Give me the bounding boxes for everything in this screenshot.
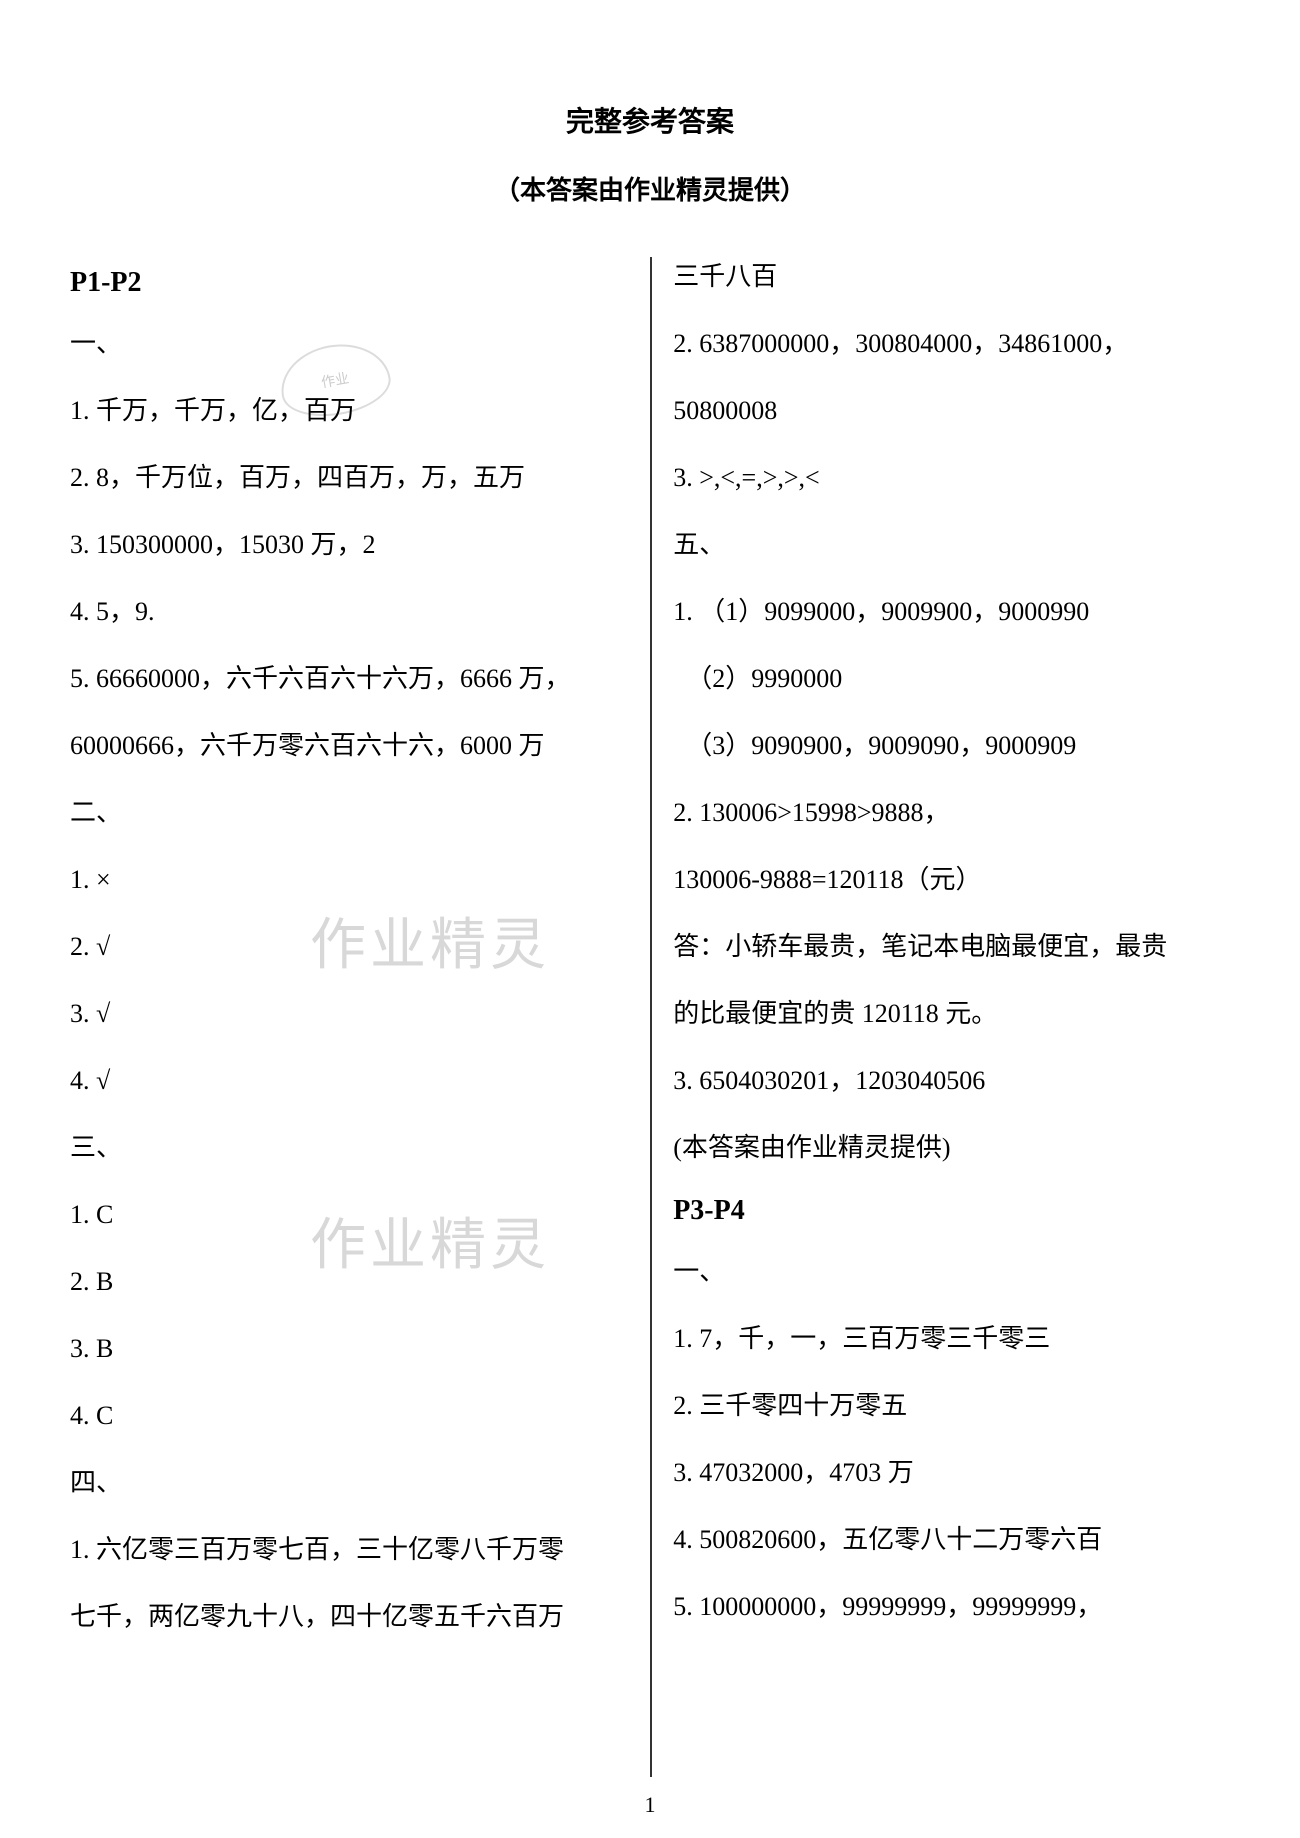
answer-line: 4. C: [70, 1396, 627, 1435]
answer-line: 1. （1）9099000，9009900，9000990: [673, 592, 1230, 631]
answer-line: 5. 100000000，99999999，99999999，: [673, 1587, 1230, 1626]
section-heading: 三、: [70, 1128, 627, 1167]
section-heading: 一、: [673, 1252, 1230, 1291]
answer-line: 2. B: [70, 1262, 627, 1301]
left-column: P1-P2 一、 1. 千万，千万，亿，百万 2. 8，千万位，百万，四百万，万…: [70, 257, 627, 1777]
answer-line: （2）9990000: [673, 659, 1230, 698]
p1p2-heading: P1-P2: [70, 267, 627, 299]
answer-line: 3. 150300000，15030 万，2: [70, 525, 627, 564]
section-heading: 四、: [70, 1463, 627, 1502]
answer-line: 3. 6504030201，1203040506: [673, 1061, 1230, 1100]
answer-line: 5. 66660000，六千六百六十六万，6666 万，: [70, 659, 627, 698]
answer-line: 4. 5，9.: [70, 592, 627, 631]
answer-line: 3. 47032000，4703 万: [673, 1453, 1230, 1492]
answer-line: 2. √: [70, 927, 627, 966]
answer-line: 1. 千万，千万，亿，百万: [70, 391, 627, 430]
column-divider: [650, 257, 652, 1777]
answer-line: 2. 130006>15998>9888，: [673, 793, 1230, 832]
answer-line: 3. √: [70, 994, 627, 1033]
title-sub: （本答案由作业精灵提供）: [70, 170, 1230, 207]
answer-line: 1. C: [70, 1195, 627, 1234]
answer-line: 2. 6387000000，300804000，34861000，: [673, 324, 1230, 363]
answer-line: 4. √: [70, 1061, 627, 1100]
answer-line: 1. 六亿零三百万零七百，三十亿零八千万零: [70, 1530, 627, 1569]
answer-line: 1. 7，千，一，三百万零三千零三: [673, 1319, 1230, 1358]
answer-line: 3. B: [70, 1329, 627, 1368]
columns-container: P1-P2 一、 1. 千万，千万，亿，百万 2. 8，千万位，百万，四百万，万…: [70, 257, 1230, 1777]
answer-line: 4. 500820600，五亿零八十二万零六百: [673, 1520, 1230, 1559]
answer-line: 答：小轿车最贵，笔记本电脑最便宜，最贵: [673, 927, 1230, 966]
answer-line: 三千八百: [673, 257, 1230, 296]
right-column: 三千八百 2. 6387000000，300804000，34861000， 5…: [673, 257, 1230, 1777]
answer-line: 七千，两亿零九十八，四十亿零五千六百万: [70, 1597, 627, 1636]
answer-line: （3）9090900，9009090，9000909: [673, 726, 1230, 765]
p3p4-heading: P3-P4: [673, 1195, 1230, 1227]
answer-line: 的比最便宜的贵 120118 元。: [673, 994, 1230, 1033]
answer-line: 1. ×: [70, 860, 627, 899]
provider-note: (本答案由作业精灵提供): [673, 1128, 1230, 1167]
title-main: 完整参考答案: [70, 100, 1230, 140]
section-heading: 五、: [673, 525, 1230, 564]
answer-line: 2. 8，千万位，百万，四百万，万，五万: [70, 458, 627, 497]
section-heading: 二、: [70, 793, 627, 832]
answer-line: 3. >,<,=,>,>,<: [673, 458, 1230, 497]
answer-line: 2. 三千零四十万零五: [673, 1386, 1230, 1425]
answer-line: 50800008: [673, 391, 1230, 430]
section-heading: 一、: [70, 324, 627, 363]
answer-line: 130006-9888=120118（元）: [673, 860, 1230, 899]
answer-line: 60000666，六千万零六百六十六，6000 万: [70, 726, 627, 765]
page-number: 1: [645, 1792, 656, 1818]
